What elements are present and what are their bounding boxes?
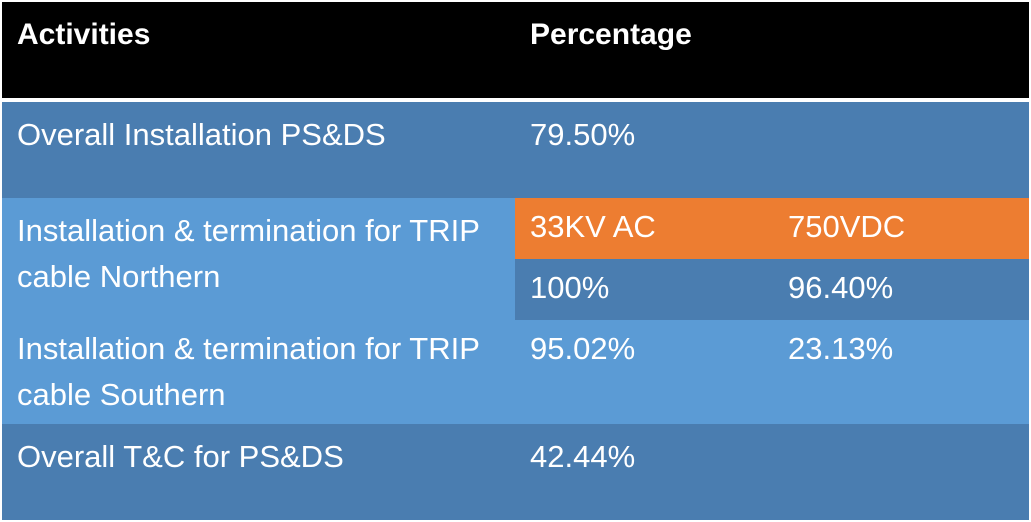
row-4-activity: Overall T&C for PS&DS <box>2 424 515 520</box>
row-4-value: 42.44% <box>515 424 1029 520</box>
row-2-sublabel-ac: 33KV AC <box>515 198 773 259</box>
row-2-value-dc: 96.40% <box>773 259 1029 320</box>
header-activities: Activities <box>2 2 515 98</box>
row-2-sublabel-dc: 750VDC <box>773 198 1029 259</box>
row-1-activity: Overall Installation PS&DS <box>2 98 515 198</box>
row-2-value-ac: 100% <box>515 259 773 320</box>
row-3-value-ac: 95.02% <box>515 320 773 424</box>
header-percentage: Percentage <box>515 2 1029 98</box>
row-2-activity: Installation & termination for TRIP cabl… <box>2 198 515 320</box>
row-3-value-dc: 23.13% <box>773 320 1029 424</box>
row-3-activity: Installation & termination for TRIP cabl… <box>2 320 515 424</box>
row-1-value: 79.50% <box>515 98 1029 198</box>
